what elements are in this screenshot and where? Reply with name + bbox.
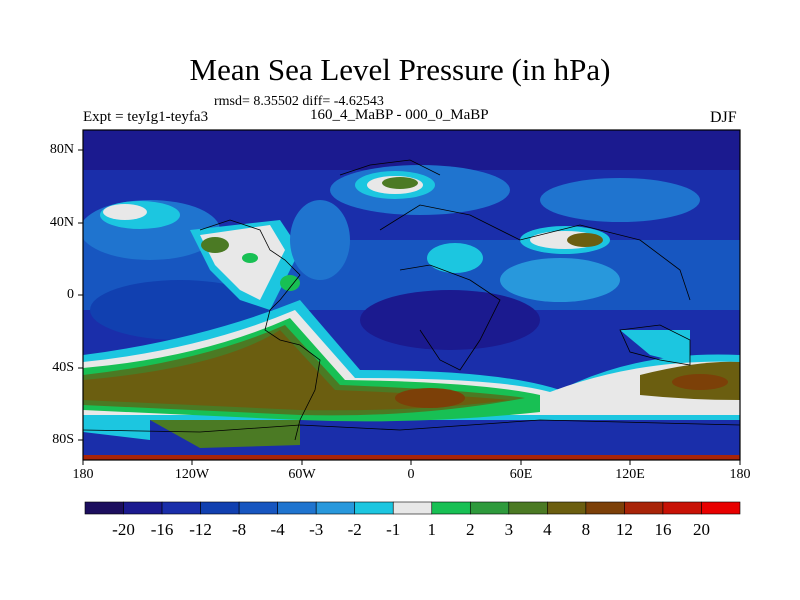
colorbar-label: -16 — [150, 520, 174, 539]
stats-label: rmsd= 8.35502 diff= -4.62543 — [214, 94, 384, 109]
colorbar-swatch — [84, 501, 124, 515]
colorbar-swatch — [662, 501, 702, 515]
colorbar-swatch — [277, 501, 317, 515]
colorbar-label: 3 — [504, 520, 514, 539]
experiment-label: Expt = teyIg1-teyfa3 — [83, 109, 209, 125]
colorbar-swatch — [354, 501, 394, 515]
colorbar-swatch — [200, 501, 240, 515]
colorbar-label: -8 — [232, 520, 247, 539]
colorbar-swatch — [392, 501, 433, 515]
colorbar — [84, 501, 741, 515]
colorbar-swatch — [315, 501, 356, 515]
map-title: Mean Sea Level Pressure (in hPa) — [189, 52, 611, 87]
period-label: 160_4_MaBP - 000_0_MaBP — [310, 107, 489, 123]
colorbar-swatch — [431, 501, 471, 515]
colorbar-swatch — [123, 501, 163, 515]
season-label: DJF — [710, 109, 737, 126]
x-tick-label: 180 — [72, 467, 94, 482]
x-tick-label: 120W — [174, 467, 210, 482]
colorbar-label: 2 — [466, 520, 475, 539]
colorbar-swatch — [624, 501, 664, 515]
y-tick-label: 80N — [49, 142, 74, 157]
colorbar-label: 12 — [615, 520, 633, 539]
colorbar-swatch — [701, 501, 741, 515]
x-tick-label: 60W — [288, 467, 316, 482]
x-tick-label: 120E — [615, 467, 645, 482]
colorbar-label: 4 — [543, 520, 552, 539]
pressure-field — [83, 130, 740, 460]
colorbar-label: 20 — [692, 520, 710, 539]
colorbar-swatch — [547, 501, 587, 515]
colorbar-label: -12 — [189, 520, 212, 539]
coastlines — [83, 159, 740, 441]
y-tick-label: 0 — [67, 287, 74, 302]
colorbar-label: -20 — [112, 520, 135, 539]
colorbar-label: -1 — [386, 520, 401, 539]
y-tick-label: 40N — [49, 215, 74, 230]
colorbar-swatch — [469, 501, 510, 515]
colorbar-label: 16 — [654, 520, 672, 539]
colorbar-label: 1 — [427, 520, 437, 539]
colorbar-label: -4 — [270, 520, 285, 539]
y-tick-label: 40S — [52, 360, 74, 375]
colorbar-label: 8 — [581, 520, 591, 539]
colorbar-swatch — [585, 501, 625, 515]
x-tick-label: 60E — [509, 467, 533, 482]
colorbar-label: -3 — [309, 520, 324, 539]
colorbar-swatch — [508, 501, 548, 515]
colorbar-swatch — [161, 501, 201, 515]
y-tick-label: 80S — [52, 432, 74, 447]
axis-ticks — [78, 149, 741, 465]
x-tick-label: 180 — [729, 467, 751, 482]
colorbar-swatch — [238, 501, 278, 515]
x-tick-label: 0 — [407, 467, 415, 482]
colorbar-label: -2 — [347, 520, 362, 539]
